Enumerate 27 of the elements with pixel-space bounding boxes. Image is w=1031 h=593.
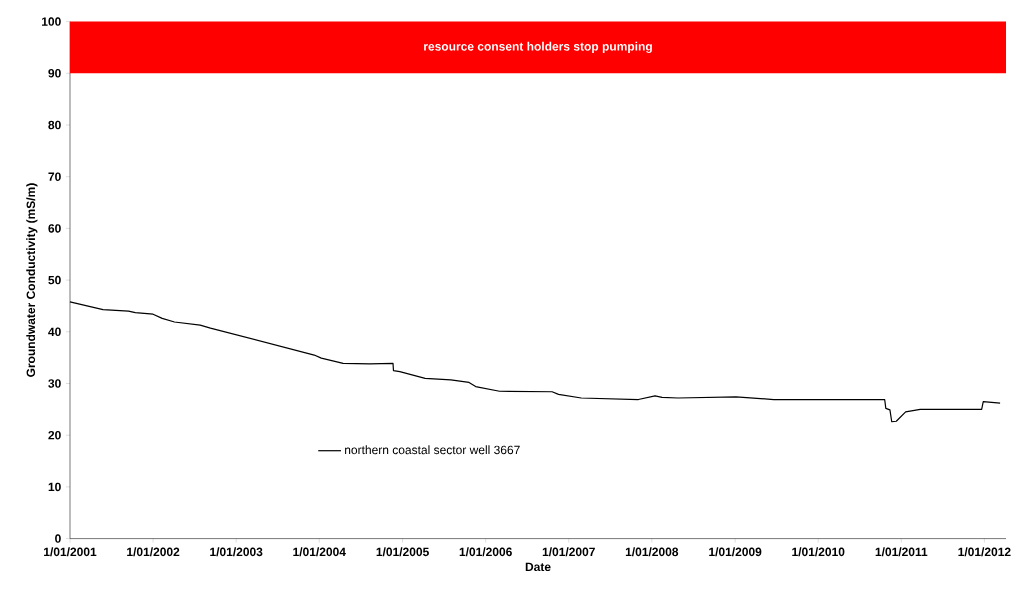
x-axis-title: Date [525,562,551,572]
y-tick-label: 60 [48,224,61,233]
legend-label: northern coastal sector well 3667 [345,445,520,455]
x-tick-label: 1/01/2006 [459,547,512,557]
x-tick-label: 1/01/2002 [127,547,180,557]
x-tick-label: 1/01/2004 [293,547,346,557]
x-tick-label: 1/01/2001 [44,547,97,557]
y-tick-label: 10 [48,482,61,492]
x-tick-label: 1/01/2009 [709,547,762,557]
y-tick-label: 40 [48,327,61,337]
x-tick-label: 1/01/2005 [376,547,429,557]
y-axis-title: Groundwater Conductivity (mS/m) [26,183,38,377]
y-tick-label: 0 [55,534,61,543]
y-tick-label: 90 [48,69,61,78]
y-tick-label: 100 [42,17,61,26]
y-tick-label: 50 [48,275,61,285]
band-label: resource consent holders stop pumping [424,41,652,54]
y-tick-label: 80 [48,120,61,130]
x-tick-label: 1/01/2003 [210,547,263,557]
y-tick-label: 20 [48,430,61,440]
x-tick-label: 1/01/2010 [792,547,845,557]
x-tick-label: 1/01/2007 [542,547,595,557]
x-tick-label: 1/01/2012 [958,547,1011,557]
y-tick-label: 30 [48,379,61,388]
y-tick-label: 70 [48,172,61,181]
x-tick-label: 1/01/2008 [625,547,679,557]
x-tick-label: 1/01/2011 [875,547,928,557]
